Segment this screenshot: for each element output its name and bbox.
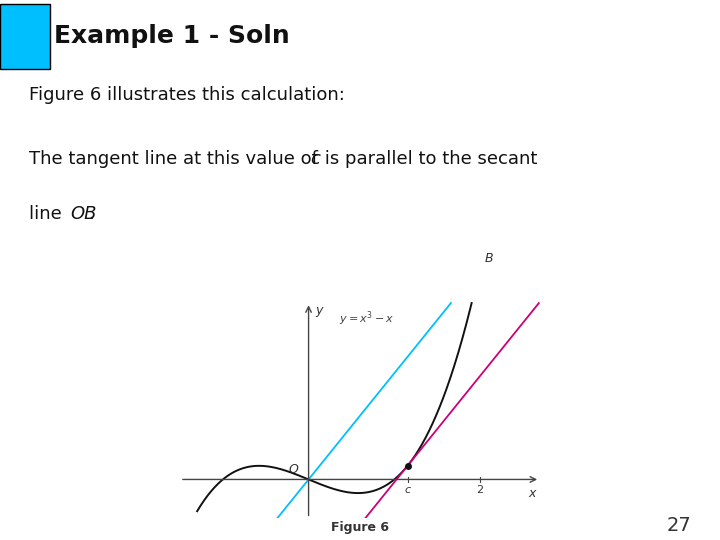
Text: line: line (29, 205, 67, 223)
Text: Figure 6: Figure 6 (331, 521, 389, 534)
Text: 2: 2 (477, 485, 484, 495)
FancyBboxPatch shape (0, 4, 50, 69)
Text: Figure 6 illustrates this calculation:: Figure 6 illustrates this calculation: (29, 85, 345, 104)
Text: y: y (315, 304, 323, 317)
Text: x: x (528, 487, 536, 500)
Text: .: . (89, 205, 94, 223)
Text: c: c (405, 485, 410, 495)
Text: OB: OB (71, 205, 96, 223)
Text: O: O (289, 463, 298, 476)
Text: Example 1 - Soln: Example 1 - Soln (54, 24, 289, 49)
Text: is parallel to the secant: is parallel to the secant (319, 150, 537, 168)
Text: c: c (310, 150, 320, 168)
Text: B: B (485, 252, 494, 265)
Text: 27: 27 (667, 516, 691, 535)
Text: The tangent line at this value of: The tangent line at this value of (29, 150, 323, 168)
Text: $y = x^3 - x$: $y = x^3 - x$ (338, 309, 394, 328)
